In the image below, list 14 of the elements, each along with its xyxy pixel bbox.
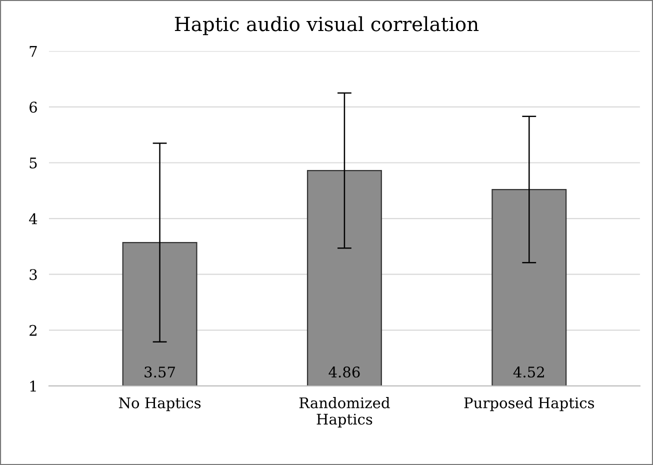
chart-title: Haptic audio visual correlation [174, 16, 479, 36]
x-tick-label: Randomized Haptics [299, 397, 390, 428]
y-tick-label: 4 [29, 213, 38, 224]
y-tick-label: 7 [30, 46, 37, 57]
x-tick-label: No Haptics [118, 397, 201, 412]
y-tick-label: 6 [30, 102, 37, 113]
data-label: 4.86 [328, 366, 360, 378]
data-label: 4.52 [513, 366, 544, 378]
x-tick-label: Purposed Haptics [464, 397, 594, 412]
data-label: 3.57 [144, 366, 175, 378]
y-tick-label: 2 [30, 324, 36, 336]
y-tick-label: 1 [30, 380, 36, 392]
y-tick-label: 5 [30, 158, 37, 168]
y-tick-label: 3 [30, 269, 37, 280]
